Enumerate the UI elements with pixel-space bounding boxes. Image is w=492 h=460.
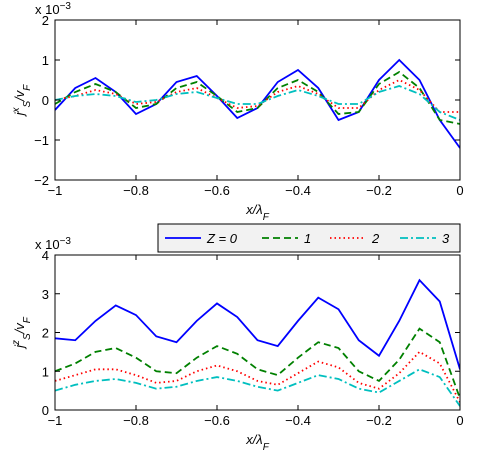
series-line bbox=[55, 368, 460, 407]
plot-area bbox=[55, 20, 460, 180]
label-part: j bbox=[12, 344, 27, 350]
label-part: x/λ bbox=[245, 432, 263, 447]
x-tick-label: −0.4 bbox=[285, 413, 311, 428]
x-tick-label: −1 bbox=[48, 413, 63, 428]
label-part: F bbox=[22, 316, 33, 323]
label-part: j bbox=[12, 111, 27, 117]
x-tick-label: 0 bbox=[456, 183, 463, 198]
x-tick-label: −0.6 bbox=[204, 183, 230, 198]
label-part: x/λ bbox=[245, 202, 263, 217]
legend-label: 2 bbox=[371, 231, 380, 246]
label-part: x bbox=[11, 107, 22, 114]
series-line bbox=[55, 85, 460, 121]
legend-label: 1 bbox=[304, 231, 311, 246]
y-tick-label: 1 bbox=[42, 364, 49, 379]
y-axis-label: jxS/vF bbox=[11, 84, 33, 118]
multiplier-exponent: −3 bbox=[60, 236, 72, 247]
multiplier-base: x 10 bbox=[35, 237, 60, 252]
axis-multiplier: x 10−3 bbox=[35, 1, 71, 18]
series-line bbox=[55, 327, 460, 399]
legend-label: Z = 0 bbox=[206, 231, 238, 246]
y-tick-label: 3 bbox=[42, 287, 49, 302]
x-tick-label: −0.8 bbox=[123, 413, 149, 428]
x-axis-label: x/λF bbox=[245, 432, 270, 453]
x-tick-label: −0.2 bbox=[366, 183, 392, 198]
legend-label: 3 bbox=[442, 231, 450, 246]
y-tick-label: −1 bbox=[34, 133, 49, 148]
x-axis-label: x/λF bbox=[245, 202, 270, 223]
y-tick-label: 0 bbox=[42, 93, 49, 108]
axis-multiplier: x 10−3 bbox=[35, 236, 71, 253]
y-tick-label: 0 bbox=[42, 403, 49, 418]
x-tick-label: −1 bbox=[48, 183, 63, 198]
x-tick-label: 0 bbox=[456, 413, 463, 428]
label-part: F bbox=[263, 442, 270, 453]
legend-box bbox=[157, 223, 461, 253]
x-tick-label: −0.4 bbox=[285, 183, 311, 198]
x-tick-label: −0.2 bbox=[366, 413, 392, 428]
y-tick-label: −2 bbox=[34, 173, 49, 188]
label-part: z bbox=[11, 340, 22, 346]
y-tick-label: 1 bbox=[42, 53, 49, 68]
multiplier-exponent: −3 bbox=[60, 1, 72, 12]
series-line bbox=[55, 70, 460, 125]
label-part: F bbox=[22, 84, 33, 91]
y-tick-label: 2 bbox=[42, 326, 49, 341]
y-tick-label: 4 bbox=[42, 248, 49, 263]
plot-area bbox=[55, 255, 460, 410]
multiplier-base: x 10 bbox=[35, 2, 60, 17]
y-tick-label: 2 bbox=[42, 13, 49, 28]
label-part: S bbox=[22, 333, 33, 340]
x-tick-label: −0.8 bbox=[123, 183, 149, 198]
label-part: /v bbox=[12, 322, 27, 335]
x-tick-label: −0.6 bbox=[204, 413, 230, 428]
series-line bbox=[55, 278, 460, 370]
y-axis-label: jzS/vF bbox=[11, 316, 33, 350]
label-part: /v bbox=[12, 89, 27, 102]
label-part: S bbox=[22, 101, 33, 108]
series-line bbox=[55, 350, 460, 403]
label-part: F bbox=[263, 212, 270, 223]
